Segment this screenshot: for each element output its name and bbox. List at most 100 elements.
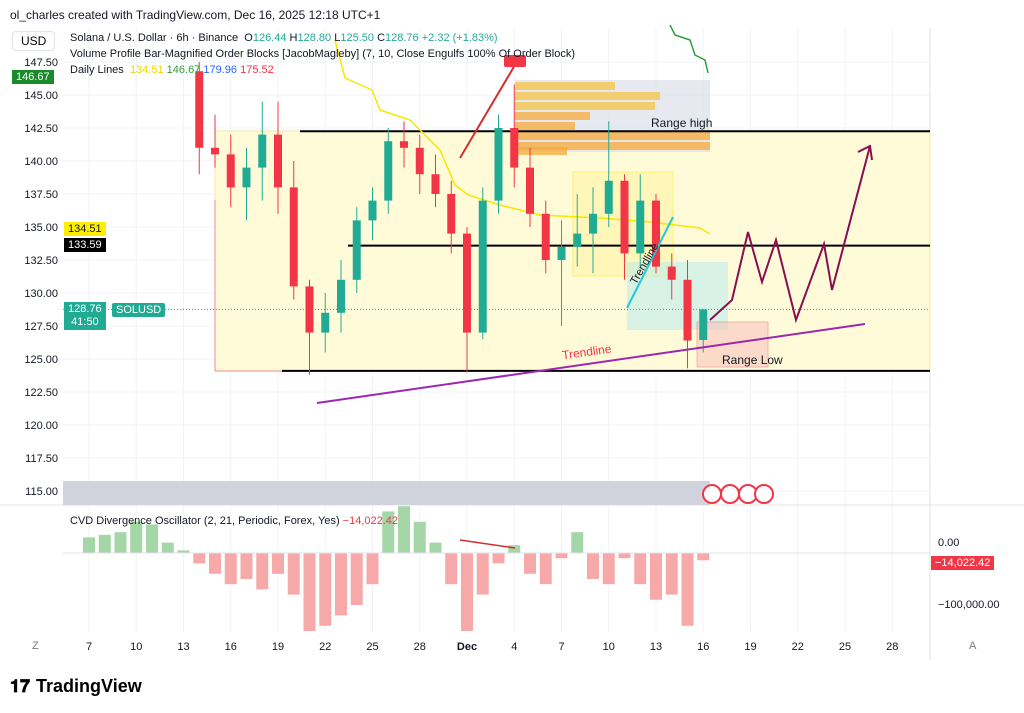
oscillator-bar: [398, 506, 410, 553]
us-flag-event-icon: [754, 484, 774, 504]
high-value: 128.80: [297, 32, 332, 44]
oscillator-bar: [602, 553, 615, 585]
trendline-2: [626, 216, 674, 309]
oscillator-bar: [634, 553, 647, 585]
oscillator-bar: [287, 553, 300, 595]
y-tick-label: 125.00: [24, 354, 58, 366]
oscillator-bar: [539, 553, 552, 585]
x-tick-label: 13: [177, 641, 189, 653]
oscillator-legend[interactable]: CVD Divergence Oscillator (2, 21, Period…: [70, 515, 398, 527]
order-block-bar: [515, 122, 575, 130]
oscillator-value: −14,022.42: [342, 515, 399, 527]
last-price-label: 128.76 41:50: [64, 302, 106, 330]
daily-line: [669, 24, 709, 74]
oscillator-bar: [697, 553, 710, 561]
oscillator-bar: [83, 537, 95, 553]
candle-body: [431, 174, 440, 194]
l-label: L: [334, 32, 341, 44]
y-tick-label: 115.00: [25, 486, 58, 498]
y-tick-label: 135.00: [24, 222, 58, 234]
x-tick-label: 22: [792, 641, 804, 653]
order-block-zone: [696, 321, 769, 368]
daily-line-value: 146.67: [166, 64, 201, 76]
indicator-volume-profile[interactable]: Volume Profile Bar-Magnified Order Block…: [70, 48, 576, 60]
currency-button[interactable]: USD: [12, 31, 56, 51]
order-block-bar: [515, 82, 615, 90]
order-block-bar: [515, 92, 660, 100]
oscillator-bar: [224, 553, 237, 585]
o-label: O: [244, 32, 253, 44]
tradingview-logo: 𝟏𝟕 TradingView: [10, 676, 142, 697]
order-block-bar: [515, 102, 655, 110]
x-tick-label: 28: [414, 641, 426, 653]
projection-arrowhead: [857, 144, 873, 161]
daily-lines-name: Daily Lines: [70, 64, 124, 76]
oscillator-bar: [524, 553, 536, 574]
y-tick-label: 127.50: [24, 321, 58, 333]
daily-line-price-label: 146.67: [12, 70, 54, 84]
range-high-label[interactable]: Range high: [651, 116, 713, 130]
tv-logo-icon: 𝟏𝟕: [10, 676, 31, 696]
projection-path: [709, 145, 871, 324]
oscillator-bar: [177, 550, 190, 553]
attribution: ol_charles created with TradingView.com,…: [10, 8, 381, 22]
oscillator-bar: [681, 553, 694, 626]
range-low-label[interactable]: Range Low: [722, 353, 783, 367]
oscillator-bar: [193, 553, 206, 564]
candle-body: [258, 134, 267, 168]
x-tick-label: 19: [272, 641, 284, 653]
horizontal-line-price-label: 133.59: [64, 238, 106, 252]
candle-body: [400, 141, 408, 148]
oscillator-bar: [618, 553, 631, 559]
x-tick-label: 16: [697, 641, 709, 653]
x-tick-label: Dec: [457, 641, 477, 653]
x-tick-label: 13: [650, 641, 662, 653]
candle-body: [541, 213, 550, 260]
y-tick-label: 120.00: [24, 420, 58, 432]
order-block-bar: [515, 147, 567, 155]
x-tick-label: 22: [319, 641, 331, 653]
y-tick-label: 130.00: [24, 288, 58, 300]
oscillator-bar: [665, 553, 678, 595]
range-box-edge: [214, 200, 282, 372]
osc-divergence-line: [459, 539, 516, 549]
y-tick-label: 132.50: [24, 255, 58, 267]
oscillator-bar: [571, 532, 584, 553]
candle-body: [494, 128, 503, 201]
candle-body: [195, 71, 204, 148]
candle-body: [526, 167, 534, 214]
daily-line-price-label: 134.51: [64, 222, 106, 236]
candle-body: [226, 154, 235, 188]
symbol-label: SOLUSD: [112, 303, 166, 317]
zoom-button[interactable]: Z: [32, 640, 39, 652]
session-band: [63, 481, 710, 505]
auto-scale-button[interactable]: A: [969, 640, 977, 652]
candle-body: [415, 147, 424, 175]
oscillator-bar: [303, 553, 316, 631]
c-label: C: [377, 32, 386, 44]
indicator-daily-lines[interactable]: Daily Lines 134.51 146.67 179.96 175.52: [70, 64, 274, 76]
x-tick-label: 10: [603, 641, 615, 653]
candle-body: [510, 128, 519, 168]
oscillator-bar: [114, 532, 127, 553]
order-block-bar: [515, 132, 710, 140]
x-tick-label: 4: [511, 641, 517, 653]
last-price: 128.76: [68, 303, 102, 315]
oscillator-bar: [272, 553, 284, 574]
oscillator-bar: [240, 553, 253, 579]
x-tick-label: 28: [886, 641, 898, 653]
candle-body: [305, 286, 314, 333]
order-block-bar: [515, 112, 590, 120]
y-tick-label: 142.50: [24, 123, 58, 135]
candle-body: [337, 279, 345, 313]
trendline: [316, 323, 866, 404]
arrow-line: [459, 64, 516, 159]
open-value: 126.44: [252, 32, 287, 44]
oscillator-bar: [492, 553, 505, 564]
oscillator-bar: [650, 553, 662, 600]
candle-body: [699, 309, 708, 340]
x-tick-label: 7: [86, 641, 92, 653]
change-value: +2.32 (+1.83%): [421, 32, 498, 44]
